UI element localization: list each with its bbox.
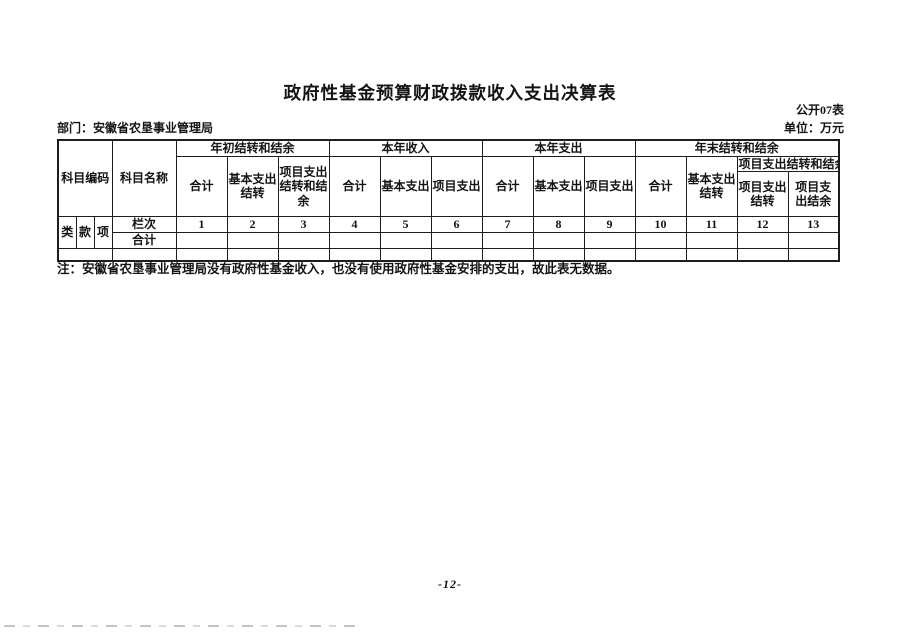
form-code-label: 公开07表: [795, 103, 844, 117]
data-cell: [226, 231, 279, 249]
column-index: 1: [175, 216, 228, 233]
data-cell: [685, 231, 738, 249]
data-cell: [328, 231, 381, 249]
column-header: 项目支出结转: [736, 171, 789, 218]
empty-row: [57, 247, 840, 262]
column-header: 合计: [328, 155, 381, 218]
department-label: 部门：安徽省农垦事业管理局: [57, 121, 214, 135]
column-index: 12: [736, 216, 789, 233]
scanner-dash-artifact: [4, 625, 360, 627]
column-header: 项目支出: [430, 155, 483, 218]
unit-label: 单位：万元: [783, 121, 844, 135]
column-header: 基本支出结转: [685, 155, 738, 218]
code-col-section: 款: [75, 216, 95, 249]
page-number: -12-: [438, 577, 462, 591]
data-cell: [379, 231, 432, 249]
column-header: 基本支出结转: [226, 155, 279, 218]
column-index: 3: [277, 216, 330, 233]
header-subject-name: 科目名称: [111, 139, 177, 218]
header-sub-row: 合计 基本支出结转 项目支出结转和结余 合计 基本支出 项目支出 合计 基本支出…: [58, 155, 840, 218]
header-group-end-balance: 年末结转和结余: [634, 139, 840, 157]
table-note: 注：安徽省农垦事业管理局没有政府性基金收入，也没有使用政府性基金安排的支出，故此…: [57, 262, 620, 276]
data-cell: [277, 231, 330, 249]
header-leaf-row: 项目支出结转 项目支出结余: [58, 171, 840, 218]
column-index-row: 类 款 项 栏次 1 2 3 4 5 6 7 8 9 10 11 12 13: [57, 216, 840, 249]
budget-table: 科目编码 科目名称 年初结转和结余 本年收入 本年支出 年末结转和结余 合计 基…: [57, 139, 841, 262]
total-row: 合计: [58, 231, 840, 249]
column-header: 基本支出: [379, 155, 432, 218]
data-cell: [736, 231, 789, 249]
header-group-begin-balance: 年初结转和结余: [175, 139, 330, 157]
column-index: 10: [634, 216, 687, 233]
data-cell: [787, 247, 840, 262]
row-label: 合计: [111, 231, 177, 249]
column-header: 项目支出: [583, 155, 636, 218]
column-index: 9: [583, 216, 636, 233]
page-title: 政府性基金预算财政拨款收入支出决算表: [283, 83, 617, 103]
data-cell: [532, 231, 585, 249]
header-group-year-expense: 本年支出: [481, 139, 636, 157]
column-header: 合计: [481, 155, 534, 218]
column-index: 6: [430, 216, 483, 233]
column-header: 合计: [175, 155, 228, 218]
column-header: 项目支出结余: [787, 171, 840, 218]
column-header: 基本支出: [532, 155, 585, 218]
header-subgroup-project-balance: 项目支出结转和结余: [736, 155, 840, 173]
data-cell: [175, 231, 228, 249]
data-cell: [430, 247, 483, 262]
data-cell: [277, 247, 330, 262]
data-cell: [583, 231, 636, 249]
column-index: 11: [685, 216, 738, 233]
column-index: 2: [226, 216, 279, 233]
column-index: 7: [481, 216, 534, 233]
column-header: 合计: [634, 155, 687, 218]
header-group-row: 科目编码 科目名称 年初结转和结余 本年收入 本年支出 年末结转和结余: [57, 139, 840, 218]
data-cell: [481, 231, 534, 249]
column-index: 8: [532, 216, 585, 233]
column-header: 项目支出结转和结余: [277, 155, 330, 218]
data-cell: [430, 231, 483, 249]
row-label: 栏次: [111, 216, 177, 233]
code-col-category: 类: [57, 216, 77, 249]
data-cell: [634, 231, 687, 249]
data-cell: [583, 247, 636, 262]
meta-row: 部门：安徽省农垦事业管理局 单位：万元: [57, 119, 844, 136]
column-index: 13: [787, 216, 840, 233]
data-cell: [787, 231, 840, 249]
code-col-item: 项: [93, 216, 113, 249]
header-subject-code: 科目编码: [57, 139, 113, 218]
header-group-year-income: 本年收入: [328, 139, 483, 157]
column-index: 4: [328, 216, 381, 233]
column-index: 5: [379, 216, 432, 233]
